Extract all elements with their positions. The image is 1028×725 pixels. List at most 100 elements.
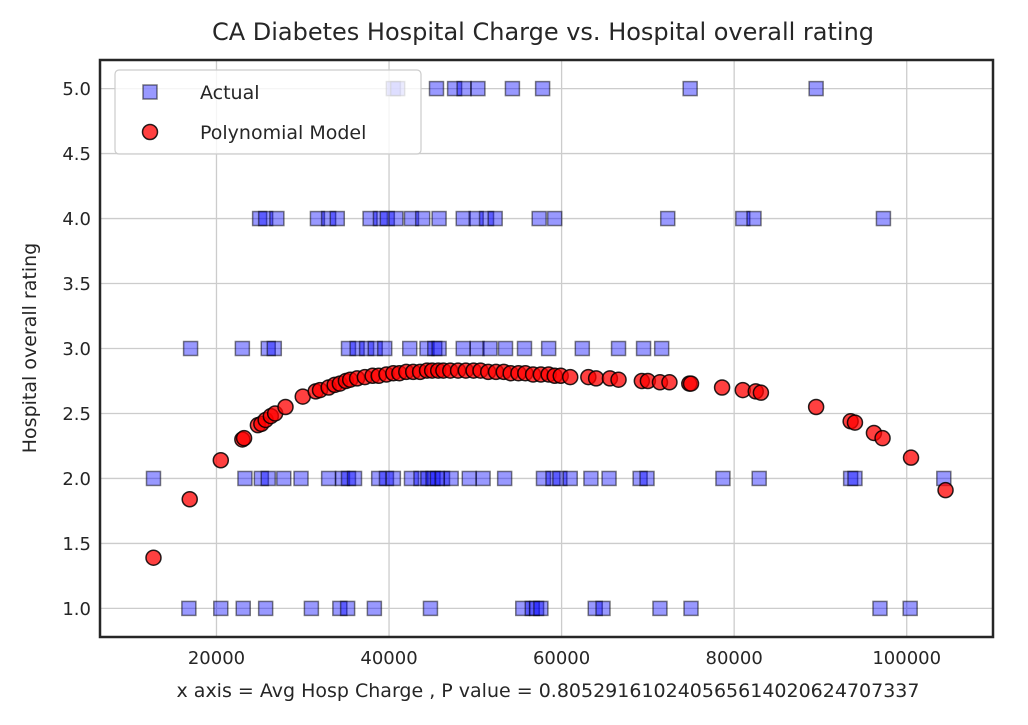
actual-point (872, 600, 888, 617)
actual-point (533, 600, 549, 617)
actual-point (266, 340, 283, 357)
actual-point (595, 600, 611, 617)
model-point (902, 449, 920, 466)
actual-point (366, 600, 383, 617)
actual-point (431, 210, 447, 227)
model-point (874, 429, 891, 447)
legend-model-marker (141, 123, 159, 141)
actual-point (182, 340, 199, 357)
actual-point (367, 340, 383, 357)
actual-series (145, 80, 952, 617)
legend-box (114, 69, 422, 155)
actual-point (531, 210, 547, 227)
actual-point (293, 470, 309, 487)
y-tick-label: 1.0 (62, 599, 91, 620)
actual-point (461, 470, 478, 487)
x-axis-label: x axis = Avg Hosp Charge , P value = 0.8… (177, 680, 920, 702)
actual-point (746, 210, 762, 227)
actual-point (431, 340, 447, 357)
model-point (610, 371, 627, 388)
actual-point (349, 340, 365, 357)
actual-point (379, 210, 396, 227)
actual-point (751, 470, 767, 487)
legend-actual-marker (142, 84, 158, 100)
actual-point (847, 470, 863, 487)
actual-point (455, 210, 471, 227)
actual-point (401, 340, 418, 357)
actual-point (237, 470, 253, 487)
y-tick-label: 4.0 (62, 209, 91, 230)
actual-point (546, 210, 563, 227)
model-point (181, 490, 198, 508)
x-axis-ticks: 20000 40000 60000 80000 100000 (188, 648, 941, 669)
actual-point (276, 470, 292, 487)
actual-point (902, 600, 918, 617)
actual-point (475, 470, 491, 487)
x-tick-label: 100000 (872, 648, 941, 669)
actual-point (419, 340, 435, 357)
actual-point (683, 600, 699, 617)
model-point (587, 370, 605, 387)
actual-point (487, 210, 503, 227)
y-axis-label: Hospital overall rating (19, 243, 41, 453)
actual-point (235, 600, 251, 617)
model-point (937, 481, 954, 499)
actual-point (414, 210, 431, 227)
actual-point (320, 210, 337, 227)
legend: Actual Polynomial Model (114, 69, 422, 155)
actual-point (332, 600, 348, 617)
actual-point (340, 340, 357, 357)
actual-point (385, 470, 402, 487)
actual-point (346, 470, 363, 487)
legend-model-label: Polynomial Model (200, 122, 366, 144)
grid-lines (100, 60, 993, 637)
actual-point (497, 340, 514, 357)
actual-point (540, 340, 557, 357)
actual-point (659, 210, 676, 227)
x-tick-label: 60000 (533, 648, 590, 669)
model-point (752, 384, 770, 401)
actual-point (434, 470, 451, 487)
actual-point (535, 470, 552, 487)
actual-point (422, 600, 439, 617)
actual-point (329, 210, 346, 227)
actual-point (388, 210, 404, 227)
actual-point (478, 210, 495, 227)
actual-point (574, 340, 591, 357)
model-point (807, 398, 825, 416)
actual-point (303, 600, 320, 617)
actual-point (653, 340, 670, 357)
actual-point (875, 210, 892, 227)
actual-point (504, 80, 521, 97)
x-tick-label: 40000 (360, 648, 417, 669)
y-tick-label: 1.5 (62, 534, 91, 555)
model-point (235, 429, 253, 447)
actual-point (482, 340, 498, 357)
actual-point (496, 470, 513, 487)
model-point (277, 398, 294, 416)
actual-point (320, 470, 337, 487)
model-point (713, 379, 731, 396)
plot-frame (98, 58, 995, 639)
actual-point (682, 80, 698, 97)
actual-point (808, 80, 824, 97)
actual-point (181, 600, 197, 617)
y-tick-label: 2.5 (62, 404, 91, 425)
actual-point (446, 80, 463, 97)
actual-point (145, 470, 162, 487)
model-point (212, 452, 230, 469)
y-tick-label: 3.0 (62, 339, 91, 360)
actual-point (339, 600, 356, 617)
model-point (846, 414, 864, 431)
actual-point (257, 600, 274, 617)
actual-point (455, 340, 471, 357)
model-point (145, 549, 162, 566)
actual-point (260, 470, 276, 487)
y-tick-label: 2.0 (62, 469, 91, 490)
polynomial-model-series (145, 362, 954, 566)
actual-point (376, 340, 393, 357)
y-axis-ticks: 1.0 1.5 2.0 2.5 3.0 3.5 4.0 4.5 5.0 (62, 79, 91, 620)
actual-point (469, 340, 485, 357)
model-point (561, 368, 579, 386)
